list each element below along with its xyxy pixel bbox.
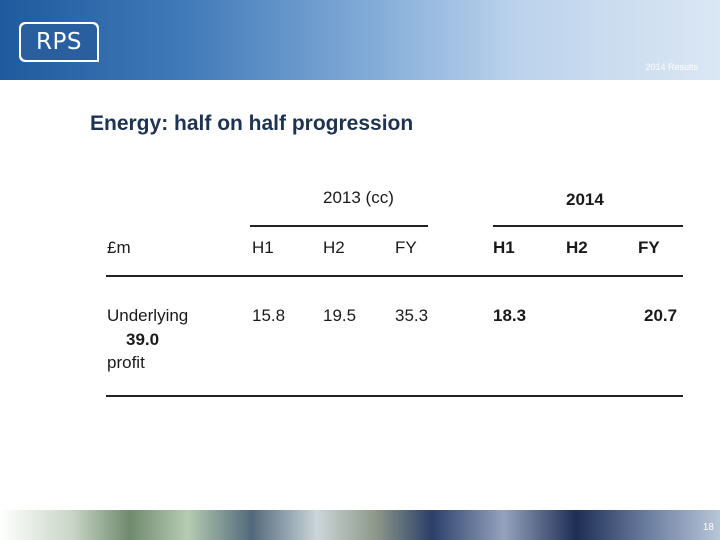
- column-header-2014-h2: H2: [566, 238, 588, 257]
- value-2013-fy: 35.3: [395, 306, 429, 325]
- group-underline-2014: [493, 225, 683, 227]
- value-2014-h2: 20.7: [644, 306, 678, 325]
- header-banner: RPS 2014 Results: [0, 0, 720, 80]
- footer-image-strip: [0, 510, 720, 540]
- page-number: 18: [702, 522, 714, 533]
- unit-label: £m: [107, 238, 131, 257]
- group-header-2013: 2013 (cc): [323, 188, 394, 207]
- column-header-2013-fy: FY: [395, 238, 417, 257]
- row-label-line2: profit: [107, 353, 145, 372]
- value-2014-h1: 18.3: [493, 306, 527, 325]
- slide-title: Energy: half on half progression: [90, 112, 414, 135]
- column-header-2013-h1: H1: [252, 238, 274, 257]
- column-header-2014-h1: H1: [493, 238, 515, 257]
- results-label: 2014 Results: [645, 62, 698, 72]
- value-2013-h2: 19.5: [323, 306, 357, 325]
- rps-logo: RPS: [19, 22, 99, 62]
- row-label-line1: Underlying: [107, 306, 189, 325]
- value-2013-h1: 15.8: [252, 306, 286, 325]
- group-header-2014: 2014: [566, 190, 604, 209]
- column-header-2013-h2: H2: [323, 238, 345, 257]
- group-underline-2013: [250, 225, 428, 227]
- value-2014-fy: 39.0: [126, 330, 160, 349]
- logo-text: RPS: [21, 24, 97, 60]
- column-header-2014-fy: FY: [638, 238, 660, 257]
- table-bottom-rule: [106, 395, 683, 397]
- header-divider: [106, 275, 683, 277]
